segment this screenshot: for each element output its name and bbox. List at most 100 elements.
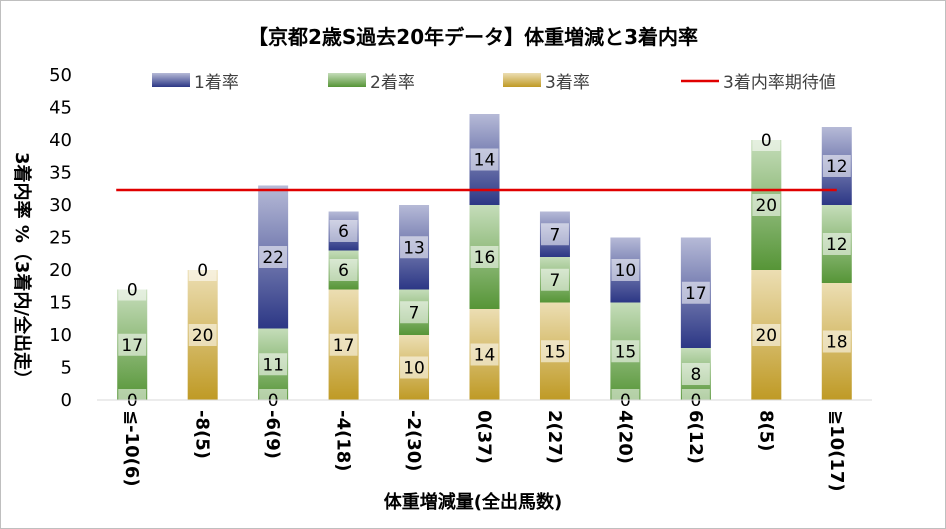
data-label: 0 <box>127 281 138 301</box>
data-label: 0 <box>127 391 138 411</box>
data-label: 17 <box>685 284 707 304</box>
x-axis-label: 体重増減量(全出馬数) <box>384 491 562 513</box>
data-label: 17 <box>333 336 355 356</box>
data-label-bg <box>329 333 358 356</box>
data-label: 6 <box>338 261 349 281</box>
data-label-bg <box>259 353 288 376</box>
data-label: 15 <box>544 342 566 362</box>
legend-label: 1着率 <box>194 73 239 93</box>
data-label-bg <box>188 259 217 281</box>
y-tick-label: 10 <box>49 325 72 346</box>
data-label-bg <box>752 129 781 151</box>
data-label-bg <box>400 356 429 379</box>
legend-swatch <box>503 73 541 87</box>
data-label-bg <box>329 259 358 281</box>
data-label-bg <box>118 278 147 301</box>
legend-item: 3着内率期待値 <box>681 73 836 93</box>
data-label-bg <box>470 148 499 171</box>
data-label: 7 <box>550 225 561 245</box>
y-tick-label: 5 <box>61 358 72 379</box>
x-tick-label: -6(9) <box>262 410 283 459</box>
data-label-bg <box>681 281 710 304</box>
data-label-bg <box>822 330 851 353</box>
data-label: 16 <box>474 248 496 268</box>
data-label: 13 <box>403 238 425 258</box>
chart-title: 【京都2歳S過去20年データ】体重増減と3着内率 <box>248 25 698 49</box>
data-label: 12 <box>826 235 848 255</box>
x-tick-label: 2(27) <box>544 410 565 464</box>
data-label: 7 <box>550 271 561 291</box>
data-label: 10 <box>615 261 637 281</box>
data-label-bg <box>400 236 429 259</box>
data-label: 14 <box>474 346 496 366</box>
data-labels: 0 17 0 20 0 0 11 22 17 6 6 10 7 13 14 16 14 15 7 7 0 15 10 0 8 17… <box>118 129 851 411</box>
data-label: 20 <box>755 196 777 216</box>
data-label-bg <box>822 233 851 255</box>
data-label: 7 <box>409 303 420 323</box>
legend-label: 3着内率期待値 <box>723 73 836 93</box>
data-label: 20 <box>192 326 214 346</box>
data-label: 10 <box>403 359 425 379</box>
data-label-bg <box>259 246 288 268</box>
legend-label: 3着率 <box>545 73 590 93</box>
data-label-bg <box>540 223 569 246</box>
data-label-bg <box>752 194 781 216</box>
data-label: 14 <box>474 151 496 171</box>
data-label: 12 <box>826 157 848 177</box>
legend-swatch <box>328 73 366 87</box>
y-tick-label: 35 <box>49 163 72 184</box>
data-label-bg <box>611 259 640 281</box>
x-tick-label: 4(20) <box>614 410 635 464</box>
y-tick-label: 0 <box>61 390 72 411</box>
data-label-bg <box>329 220 358 242</box>
y-tick-label: 25 <box>49 228 72 249</box>
x-axis: ≦-10(6) -8(5) -6(9) -4(18) -2(30) 0(37) 2(27) 4… <box>121 410 847 492</box>
data-label: 6 <box>338 222 349 242</box>
y-tick-label: 50 <box>49 65 72 86</box>
data-label: 18 <box>826 333 848 353</box>
x-tick-label: 6(12) <box>685 410 706 464</box>
data-label-bg <box>118 333 147 356</box>
data-label-bg <box>188 324 217 346</box>
data-label: 22 <box>262 248 284 268</box>
y-tick-label: 30 <box>49 195 72 216</box>
data-label: 15 <box>615 342 637 362</box>
data-label-bg <box>540 268 569 291</box>
y-tick-label: 15 <box>49 293 72 314</box>
legend-label: 2着率 <box>370 73 415 93</box>
legend-item: 3着率 <box>503 73 590 93</box>
data-label: 0 <box>268 391 279 411</box>
x-tick-label: -8(5) <box>192 410 213 459</box>
legend: 1着率 2着率 3着率 3着内率期待値 <box>152 73 836 93</box>
data-label: 0 <box>690 391 701 411</box>
data-label: 11 <box>262 355 284 375</box>
legend-swatch <box>152 73 190 87</box>
x-tick-label: 8(5) <box>755 410 776 452</box>
data-label: 0 <box>197 261 208 281</box>
x-tick-label: 0(37) <box>474 410 495 464</box>
data-label: 0 <box>761 131 772 151</box>
x-tick-label: -2(30) <box>403 410 424 472</box>
data-label: 20 <box>755 326 777 346</box>
x-tick-label: ≦-10(6) <box>121 410 142 487</box>
data-label-bg <box>400 301 429 324</box>
data-label-bg <box>470 246 499 268</box>
x-tick-label: ≧10(17) <box>826 410 847 492</box>
data-label-bg <box>611 340 640 363</box>
data-label: 8 <box>690 365 701 385</box>
data-label: 17 <box>121 336 143 356</box>
legend-item: 2着率 <box>328 73 415 93</box>
data-label-bg <box>752 324 781 346</box>
data-label-bg <box>681 363 710 385</box>
legend-item: 1着率 <box>152 73 239 93</box>
y-axis-label: 3着内率 %（3着内/全出走） <box>11 152 33 388</box>
data-label-bg <box>470 343 499 366</box>
data-label: 0 <box>620 391 631 411</box>
x-tick-label: -4(18) <box>333 410 354 472</box>
y-tick-label: 20 <box>49 260 72 281</box>
data-label-bg <box>540 340 569 363</box>
y-tick-label: 45 <box>49 98 72 119</box>
y-axis: 0 5 10 15 20 25 30 35 40 45 50 <box>49 65 72 411</box>
data-label-bg <box>822 155 851 177</box>
